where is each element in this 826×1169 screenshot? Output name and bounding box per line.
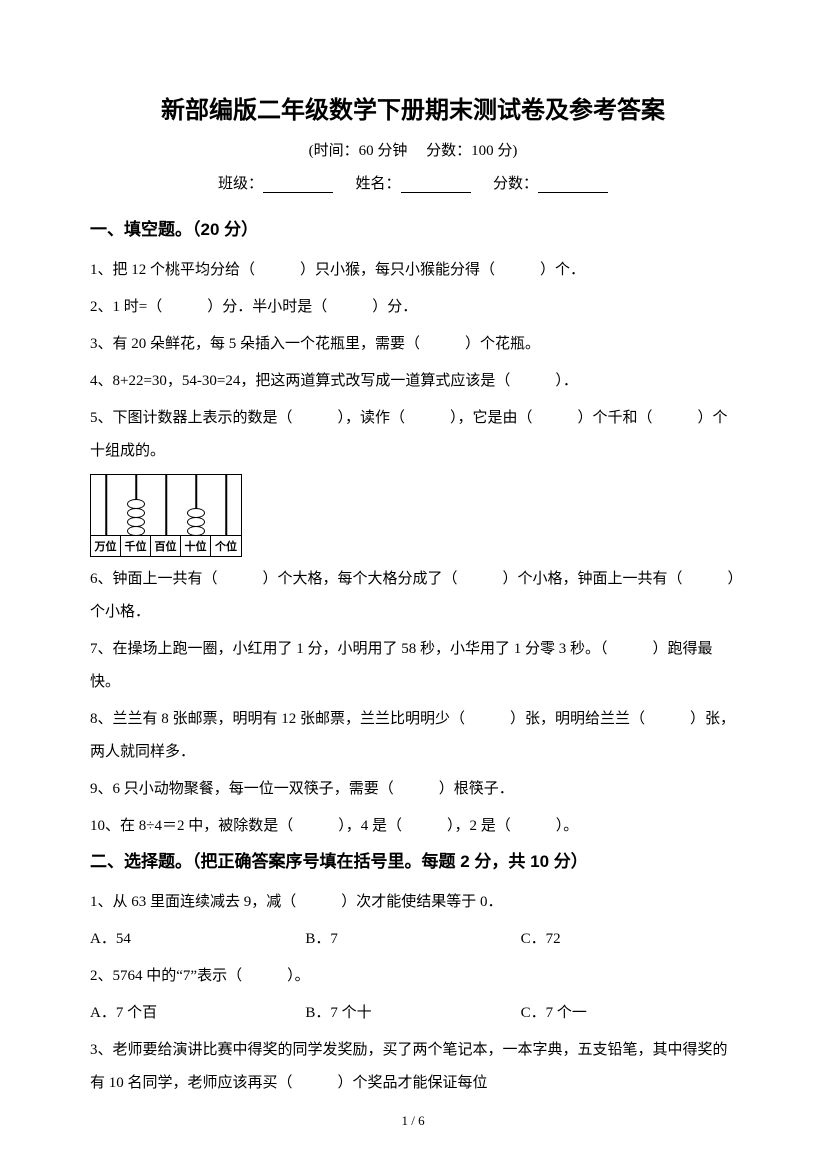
s2-q1: 1、从 63 里面连续减去 9，减（ ）次才能使结果等于 0． <box>90 886 736 919</box>
s2-q2-options: A．7 个百 B．7 个十 C．7 个一 <box>90 997 736 1030</box>
abacus-label: 个位 <box>211 536 241 556</box>
s1-q8: 8、兰兰有 8 张邮票，明明有 12 张邮票，兰兰比明明少（ ）张，明明给兰兰（… <box>90 703 736 769</box>
exam-meta: (时间：60 分钟 分数：100 分) <box>90 139 736 160</box>
abacus-col <box>151 475 181 535</box>
page-title: 新部编版二年级数学下册期末测试卷及参考答案 <box>90 90 736 125</box>
name-blank <box>401 177 471 194</box>
s1-q6: 6、钟面上一共有（ ）个大格，每个大格分成了（ ）个小格，钟面上一共有（ ）个小… <box>90 563 736 629</box>
abacus-rod <box>105 475 107 535</box>
s2-q1-opt-b: B．7 <box>305 923 520 956</box>
student-info-line: 班级： 姓名： 分数： <box>90 172 736 193</box>
abacus-col <box>121 475 151 535</box>
abacus-col <box>211 475 241 535</box>
abacus-labels: 万位千位百位十位个位 <box>91 535 241 556</box>
s1-q2: 2、1 时=（ ）分．半小时是（ ）分． <box>90 291 736 324</box>
s1-q1: 1、把 12 个桃平均分给（ ）只小猴，每只小猴能分得（ ）个． <box>90 254 736 287</box>
page-total: 6 <box>418 1113 425 1128</box>
abacus-frame: 万位千位百位十位个位 <box>90 474 242 557</box>
s1-q9: 9、6 只小动物聚餐，每一位一双筷子，需要（ ）根筷子． <box>90 773 736 806</box>
page-current: 1 <box>401 1113 408 1128</box>
abacus-label: 十位 <box>181 536 211 556</box>
abacus-label: 万位 <box>91 536 121 556</box>
s1-q5: 5、下图计数器上表示的数是（ ），读作（ ），它是由（ ）个千和（ ）个十组成的… <box>90 402 736 468</box>
s2-q2: 2、5764 中的“7”表示（ ）。 <box>90 960 736 993</box>
abacus-rod <box>225 475 227 535</box>
s2-q2-opt-b: B．7 个十 <box>305 997 520 1030</box>
s2-q3: 3、老师要给演讲比赛中得奖的同学发奖励，买了两个笔记本，一本字典，五支铅笔，其中… <box>90 1034 736 1100</box>
s2-q2-opt-c: C．7 个一 <box>521 997 736 1030</box>
abacus-rods <box>91 475 241 535</box>
abacus-rod <box>165 475 167 535</box>
score-blank <box>538 177 608 194</box>
section-1-heading: 一、填空题。（20 分） <box>90 215 736 240</box>
abacus-figure: 万位千位百位十位个位 <box>90 474 736 557</box>
s2-q2-opt-a: A．7 个百 <box>90 997 305 1030</box>
s1-q3: 3、有 20 朵鲜花，每 5 朵插入一个花瓶里，需要（ ）个花瓶。 <box>90 328 736 361</box>
s1-q10: 10、在 8÷4＝2 中，被除数是（ ），4 是（ ），2 是（ ）。 <box>90 810 736 843</box>
abacus-bead <box>127 526 145 536</box>
abacus-label: 百位 <box>151 536 181 556</box>
abacus-label: 千位 <box>121 536 151 556</box>
score-label: 分数： <box>493 176 538 192</box>
class-label: 班级： <box>218 176 263 192</box>
page-number: 1 / 6 <box>0 1113 826 1129</box>
s2-q1-opt-a: A．54 <box>90 923 305 956</box>
s2-q1-options: A．54 B．7 C．72 <box>90 923 736 956</box>
class-blank <box>263 177 333 194</box>
abacus-col <box>181 475 211 535</box>
abacus-bead <box>187 526 205 536</box>
s1-q4: 4、8+22=30，54-30=24，把这两道算式改写成一道算式应该是（ ）． <box>90 365 736 398</box>
abacus-col <box>91 475 121 535</box>
name-label: 姓名： <box>355 176 400 192</box>
s1-q7: 7、在操场上跑一圈，小红用了 1 分，小明用了 58 秒，小华用了 1 分零 3… <box>90 633 736 699</box>
s2-q1-opt-c: C．72 <box>521 923 736 956</box>
section-2-heading: 二、选择题。（把正确答案序号填在括号里。每题 2 分，共 10 分） <box>90 847 736 872</box>
